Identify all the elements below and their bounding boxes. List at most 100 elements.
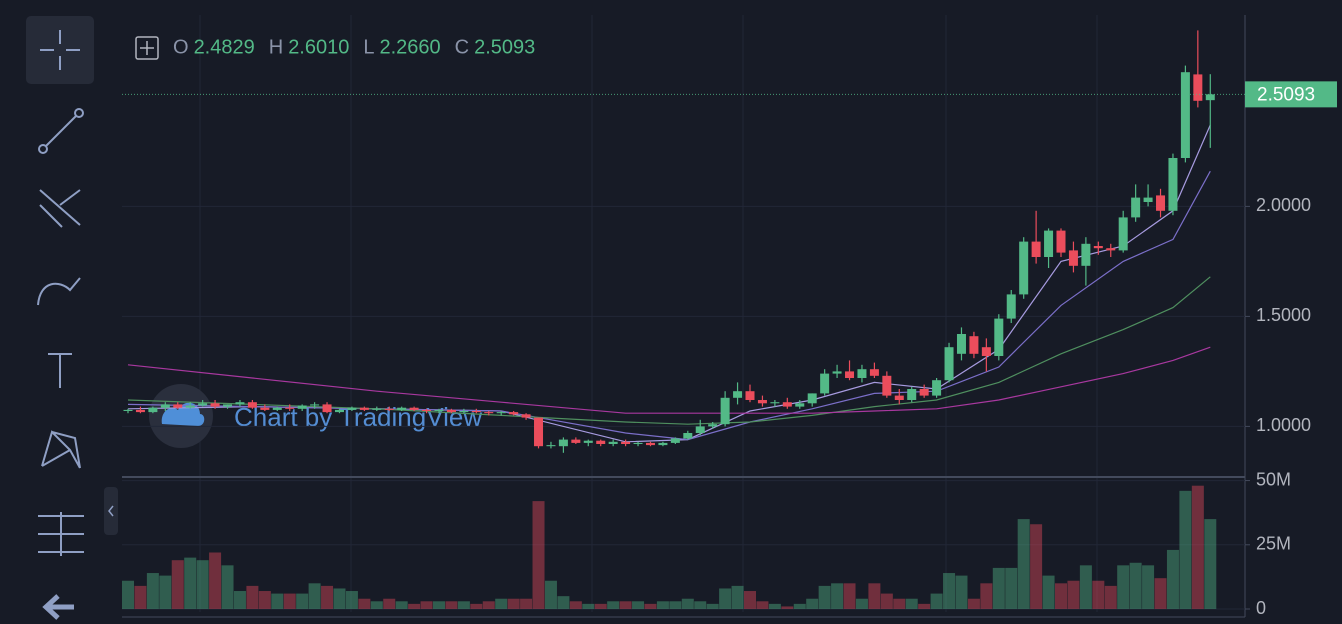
candle-body: [869, 369, 879, 376]
fib-icon[interactable]: [39, 189, 81, 228]
candle-body: [1143, 197, 1153, 202]
volume-bar: [1154, 578, 1167, 609]
candle-body: [1056, 230, 1066, 253]
last-price-label: 2.5093: [1257, 84, 1315, 105]
candle-body: [272, 407, 282, 410]
volume-bar: [482, 601, 495, 609]
volume-bar: [731, 585, 744, 609]
back-icon[interactable]: [42, 594, 74, 620]
crosshair-button[interactable]: [26, 16, 94, 84]
volume-bar: [233, 591, 246, 609]
legend-toggle[interactable]: [135, 36, 159, 60]
volume-bar: [831, 583, 844, 609]
legend-value: 2.6010: [288, 36, 349, 58]
volume-bar: [992, 567, 1005, 609]
candle-body: [1044, 230, 1054, 257]
legend-key: C: [455, 36, 469, 58]
measure-icon[interactable]: [38, 512, 84, 556]
volume-bar: [1179, 490, 1192, 609]
volume-bar: [706, 603, 719, 609]
volume-bar: [184, 557, 197, 609]
icon-dot: [74, 108, 84, 118]
trendline-icon[interactable]: [43, 113, 79, 149]
candle-body: [285, 407, 295, 409]
candle-body: [981, 347, 991, 356]
candle-body: [558, 439, 568, 447]
pattern-icon[interactable]: [41, 430, 81, 469]
volume-bar: [607, 601, 620, 609]
volume-bar: [544, 580, 557, 609]
volume-bar: [669, 601, 682, 609]
candle-body: [384, 408, 394, 410]
volume-bar: [532, 501, 545, 609]
volume-bar: [756, 601, 769, 609]
text-icon[interactable]: [48, 353, 72, 388]
candle-body: [160, 404, 170, 408]
candle-body: [123, 409, 133, 411]
candle-body: [198, 403, 208, 406]
volume-bar: [1005, 567, 1018, 609]
volume-bar: [1017, 519, 1030, 609]
candle-body: [907, 389, 917, 400]
brush-icon[interactable]: [37, 277, 81, 306]
candle-body: [148, 407, 158, 413]
candle-body: [1205, 94, 1215, 101]
volume-bar: [495, 598, 508, 609]
candle-body: [1081, 243, 1091, 266]
volume-bar: [980, 583, 993, 609]
ohlc-legend: O 2.4829 H 2.6010 L 2.2660 C 2.5093: [135, 36, 535, 60]
volume-bar: [296, 593, 309, 609]
candle-body: [894, 395, 904, 400]
icon-dot: [38, 144, 48, 154]
candle-body: [297, 405, 307, 409]
last-price-box: [1245, 81, 1337, 108]
candle-body: [1068, 250, 1078, 266]
volume-bar: [457, 601, 470, 609]
candle-body: [670, 438, 680, 443]
volume-bar: [781, 606, 794, 609]
volume-bar: [632, 601, 645, 609]
candle-body: [446, 409, 456, 413]
volume-bar: [955, 575, 968, 609]
volume-bar: [271, 593, 284, 609]
volume-bar: [383, 598, 396, 609]
volume-bar: [582, 603, 595, 609]
volume-bar: [1030, 524, 1043, 609]
candle-body: [757, 400, 767, 404]
volume-bar: [408, 603, 421, 609]
candle-body: [832, 371, 842, 374]
legend-value: 2.5093: [474, 36, 535, 58]
collapse-button[interactable]: [104, 487, 118, 535]
y-tick-label: 2.0000: [1256, 195, 1311, 215]
candle-body: [1131, 197, 1141, 218]
candle-body: [658, 442, 668, 446]
candle-body: [1093, 246, 1103, 249]
y-tick-label: 1.5000: [1256, 305, 1311, 325]
volume-bar: [1204, 519, 1217, 609]
candle-body: [932, 380, 942, 396]
volume-bar: [1129, 562, 1142, 609]
candle-body: [185, 405, 195, 408]
volume-bar: [370, 601, 383, 609]
candle-body: [708, 424, 718, 427]
volume-bar: [681, 598, 694, 609]
volume-bar: [557, 596, 570, 609]
candle-body: [409, 407, 419, 410]
volume-bar: [1142, 565, 1155, 609]
candle-body: [310, 404, 320, 406]
candle-body: [509, 412, 519, 415]
candle-body: [944, 347, 954, 381]
candle-body: [621, 441, 631, 444]
candle-body: [334, 409, 344, 413]
candle-body: [820, 373, 830, 394]
volume-bar: [246, 585, 259, 609]
candle-body: [322, 404, 332, 413]
volume-bar: [345, 591, 358, 609]
volume-bar: [855, 598, 868, 609]
volume-bar: [1079, 565, 1092, 609]
candle-body: [1156, 195, 1166, 211]
candle-body: [347, 407, 357, 410]
volume-bar: [943, 573, 956, 609]
candle-body: [845, 371, 855, 378]
volume-bar: [1067, 580, 1080, 609]
